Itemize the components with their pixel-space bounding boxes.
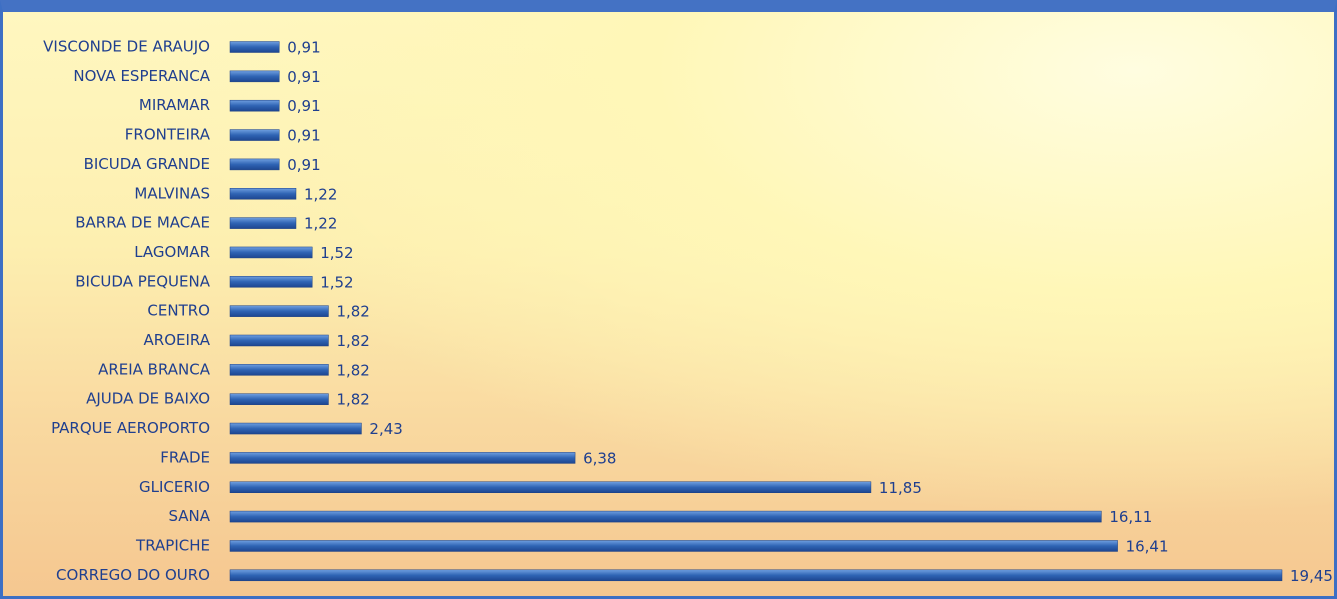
category-label: AREIA BRANCA (98, 360, 211, 378)
category-label: PARQUE AEROPORTO (51, 419, 210, 437)
value-label: 1,82 (336, 361, 369, 379)
bar (229, 70, 280, 83)
value-label: 1,82 (336, 332, 369, 350)
category-label: SANA (168, 507, 210, 525)
category-label: BICUDA PEQUENA (75, 272, 210, 290)
category-label: CENTRO (147, 302, 210, 320)
category-label: MALVINAS (134, 184, 210, 202)
category-label: BICUDA GRANDE (84, 155, 210, 173)
bar (229, 510, 1102, 523)
bar (229, 452, 576, 464)
value-label: 1,52 (320, 244, 353, 262)
category-label: GLICERIO (139, 478, 210, 496)
bar (229, 334, 329, 347)
category-label: AROEIRA (144, 331, 211, 349)
bar (229, 276, 313, 288)
value-label: 11,85 (879, 479, 922, 497)
bar (229, 99, 280, 112)
bar (229, 422, 362, 435)
category-label: NOVA ESPERANCA (73, 67, 210, 85)
value-label: 1,22 (304, 185, 337, 203)
value-label: 19,45 (1290, 567, 1333, 585)
bar (229, 246, 313, 259)
bar (229, 305, 329, 317)
bar (229, 540, 1118, 552)
value-label: 0,91 (287, 97, 320, 115)
value-label: 1,82 (336, 303, 369, 321)
bar (229, 158, 280, 171)
bar (229, 188, 297, 200)
value-label: 16,41 (1126, 537, 1169, 555)
value-label: 0,91 (287, 39, 320, 57)
value-label: 0,91 (287, 156, 320, 174)
bar (229, 569, 1283, 582)
value-label: 16,11 (1109, 508, 1152, 526)
bar (229, 393, 329, 405)
category-label: FRONTEIRA (125, 126, 211, 144)
value-label: 1,82 (336, 391, 369, 409)
bar (229, 217, 297, 229)
category-label: FRADE (160, 448, 210, 466)
category-label: VISCONDE DE ARAUJO (43, 38, 210, 56)
value-label: 2,43 (369, 420, 402, 438)
category-label: LAGOMAR (134, 243, 210, 261)
value-label: 0,91 (287, 68, 320, 86)
bar (229, 129, 280, 141)
category-label: AJUDA DE BAIXO (86, 390, 210, 408)
value-label: 1,22 (304, 215, 337, 233)
bar (229, 481, 872, 493)
value-label: 0,91 (287, 127, 320, 145)
chart: VISCONDE DE ARAUJO 0,91 NOVA ESPERANCA 0,91… (43, 38, 1333, 585)
category-label: TRAPICHE (135, 536, 210, 554)
value-label: 1,52 (320, 273, 353, 291)
category-label: MIRAMAR (139, 96, 210, 114)
value-label: 6,38 (583, 449, 616, 467)
bar (229, 41, 280, 53)
bar (229, 364, 329, 376)
category-label: CORREGO DO OURO (56, 566, 210, 584)
category-label: BARRA DE MACAE (75, 214, 210, 232)
